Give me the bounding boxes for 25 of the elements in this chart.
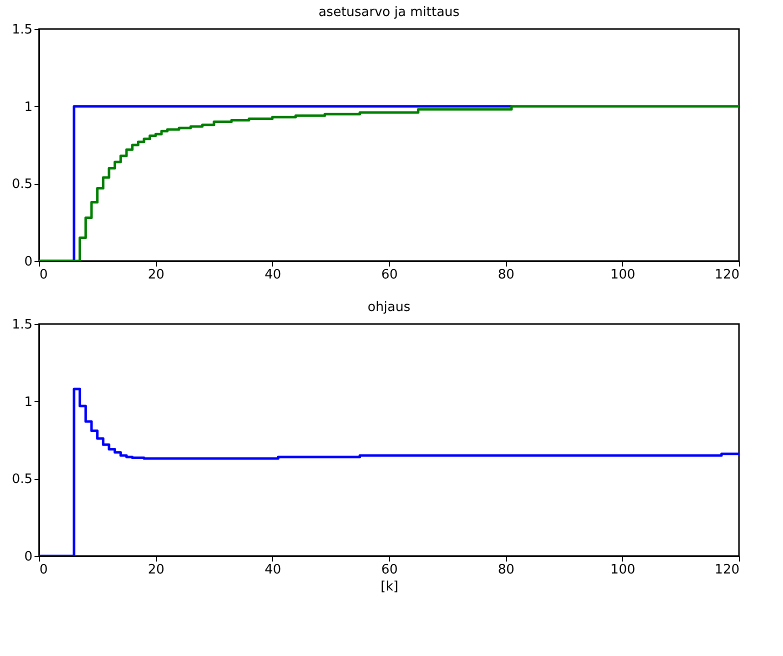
x-tick-label: 40 bbox=[264, 268, 282, 282]
y-tick-label: 0 bbox=[24, 254, 32, 270]
x-tick-label: 0 bbox=[40, 268, 48, 282]
y-tick-label: 1.5 bbox=[12, 22, 32, 38]
x-tick-label: 100 bbox=[610, 562, 636, 578]
chart-title: ohjaus bbox=[368, 300, 411, 315]
y-tick-label: 1 bbox=[24, 100, 32, 115]
y-tick-label: 0.5 bbox=[12, 472, 32, 488]
x-tick-label: 60 bbox=[381, 562, 398, 578]
chart-title: asetusarvo ja mittaus bbox=[318, 5, 460, 20]
y-tick-label: 1.5 bbox=[12, 318, 32, 332]
x-tick-label: 0 bbox=[40, 562, 48, 578]
x-axis-title: [k] bbox=[380, 580, 398, 594]
y-tick-label: 0 bbox=[24, 550, 32, 564]
x-tick-label: 80 bbox=[498, 562, 514, 578]
x-tick-label: 20 bbox=[148, 562, 164, 578]
y-tick-label: 0.5 bbox=[12, 177, 32, 192]
x-tick-label: 40 bbox=[264, 562, 282, 578]
x-tick-label: 120 bbox=[714, 562, 740, 578]
x-tick-label: 80 bbox=[498, 268, 514, 282]
x-tick-label: 100 bbox=[610, 268, 636, 282]
x-tick-label: 60 bbox=[381, 268, 398, 282]
x-tick-label: 120 bbox=[714, 268, 740, 282]
y-tick-label: 1 bbox=[24, 394, 32, 410]
x-tick-label: 20 bbox=[148, 268, 164, 282]
